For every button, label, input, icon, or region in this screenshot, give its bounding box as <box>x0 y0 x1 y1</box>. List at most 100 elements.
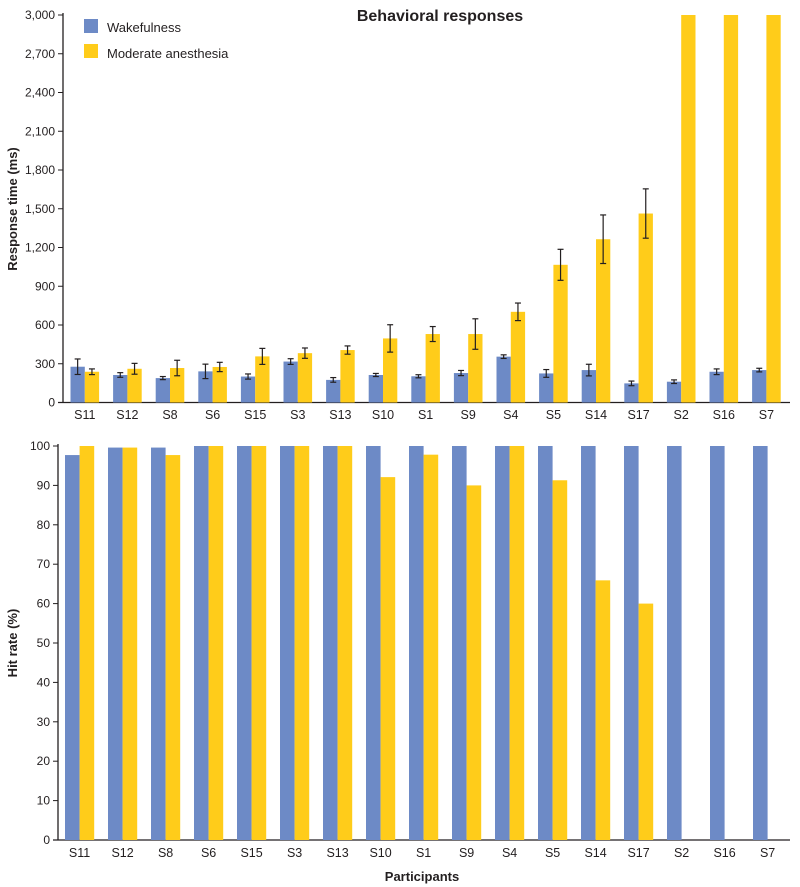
y-tick-label: 2,100 <box>25 124 55 138</box>
error-bar-s14-1 <box>600 214 607 265</box>
x-tick-label: S2 <box>674 408 689 422</box>
x-tick-label: S10 <box>372 408 394 422</box>
bar-moderate-anesthesia-s5 <box>552 480 568 840</box>
bar-moderate-anesthesia-s10 <box>383 338 398 403</box>
x-tick-label: S8 <box>158 846 173 860</box>
bar-moderate-anesthesia-s14 <box>595 580 611 840</box>
hit-rate-panel: 0 10 20 30 40 50 60 70 80 90 100 S11 S12 S8 S6 S15 S3 S13… <box>30 439 790 860</box>
bar-moderate-anesthesia-s13 <box>337 446 353 840</box>
bar-wakefulness-s12 <box>108 447 123 840</box>
x-tick-label: S11 <box>69 846 90 860</box>
legend-swatch-wakefulness <box>84 19 98 33</box>
bar-moderate-anesthesia-s9 <box>466 485 482 840</box>
legend-label-moderate-anesthesia: Moderate anesthesia <box>107 46 229 61</box>
x-tick-label: S1 <box>418 408 433 422</box>
x-tick-label: S7 <box>760 846 775 860</box>
legend: Wakefulness Moderate anesthesia <box>84 19 229 61</box>
bar-wakefulness-s15 <box>240 376 256 403</box>
y-tick-label: 2,700 <box>25 47 55 61</box>
x-tick-label: S9 <box>461 408 476 422</box>
x-tick-label: S4 <box>502 846 517 860</box>
bar-moderate-anesthesia-s4 <box>509 446 525 840</box>
error-bar-s15-0 <box>245 373 252 380</box>
y-tick-label: 70 <box>37 557 51 571</box>
bar-moderate-anesthesia-s3 <box>297 353 313 403</box>
y-tick-label: 90 <box>37 478 51 492</box>
bar-wakefulness-s17 <box>624 446 639 840</box>
bar-moderate-anesthesia-s17 <box>638 603 654 840</box>
bar-wakefulness-s3 <box>283 361 298 403</box>
bar-wakefulness-s13 <box>326 379 341 403</box>
x-tick-label: S13 <box>329 408 351 422</box>
bar-wakefulness-s17 <box>624 383 639 403</box>
error-bar-s2-0 <box>671 379 678 385</box>
x-tick-label: S9 <box>459 846 474 860</box>
x-tick-label: S16 <box>713 408 735 422</box>
legend-label-wakefulness: Wakefulness <box>107 20 181 35</box>
bar-moderate-anesthesia-s1 <box>425 334 440 403</box>
y-tick-label: 2,400 <box>25 86 55 100</box>
y-tick-label: 40 <box>37 675 51 689</box>
y-tick-label: 50 <box>37 636 51 650</box>
bar-moderate-anesthesia-s8 <box>165 455 181 840</box>
bar-wakefulness-s13 <box>323 446 338 840</box>
bar-moderate-anesthesia-s7 <box>766 15 781 403</box>
x-tick-label: S6 <box>201 846 216 860</box>
bar-wakefulness-s6 <box>194 446 209 840</box>
bar-wakefulness-s5 <box>538 446 553 840</box>
x-tick-label: S4 <box>503 408 518 422</box>
bar-moderate-anesthesia-s15 <box>255 356 270 403</box>
x-tick-label: S17 <box>627 846 649 860</box>
y-tick-label: 0 <box>43 833 50 847</box>
error-bar-s5-0 <box>543 368 550 378</box>
y-tick-label: 300 <box>35 357 55 371</box>
bar-moderate-anesthesia-s14 <box>596 239 611 403</box>
error-bar-s4-1 <box>514 302 521 322</box>
bar-wakefulness-s10 <box>366 446 381 840</box>
bar-moderate-anesthesia-s12 <box>127 368 142 403</box>
y-tick-label: 600 <box>35 318 55 332</box>
bar-wakefulness-s1 <box>409 446 424 840</box>
error-bar-s1-0 <box>415 374 422 379</box>
bar-wakefulness-s8 <box>151 447 166 840</box>
error-bar-s8-1 <box>174 359 181 377</box>
bar-moderate-anesthesia-s11 <box>79 446 95 840</box>
y-tick-label: 1,200 <box>25 241 55 255</box>
x-tick-label: S12 <box>116 408 138 422</box>
bar-moderate-anesthesia-s8 <box>170 368 185 403</box>
bar-wakefulness-s5 <box>539 373 554 403</box>
x-tick-label: S5 <box>546 408 561 422</box>
y-tick-label: 80 <box>37 518 51 532</box>
bar-wakefulness-s12 <box>113 374 128 403</box>
bar-wakefulness-s9 <box>452 446 467 840</box>
error-bar-s9-1 <box>472 318 479 350</box>
bar-wakefulness-s14 <box>581 446 596 840</box>
bar-moderate-anesthesia-s17 <box>638 213 653 403</box>
bar-wakefulness-s3 <box>280 446 295 840</box>
error-bar-s13-1 <box>344 345 351 355</box>
bar-wakefulness-s14 <box>581 370 596 403</box>
bar-moderate-anesthesia-s6 <box>208 446 224 840</box>
x-tick-label: S11 <box>74 408 95 422</box>
x-tick-label: S13 <box>326 846 348 860</box>
bar-wakefulness-s4 <box>495 446 510 840</box>
x-tick-label: S14 <box>584 846 606 860</box>
bar-moderate-anesthesia-s9 <box>468 334 483 403</box>
bar-wakefulness-s16 <box>709 371 724 403</box>
y-tick-label: 60 <box>37 597 51 611</box>
x-tick-label: S17 <box>627 408 649 422</box>
x-tick-label: S10 <box>369 846 391 860</box>
y-tick-label: 3,000 <box>25 8 55 22</box>
y-tick-label: 1,500 <box>25 202 55 216</box>
error-bar-s12-0 <box>117 372 124 378</box>
error-bar-s11-1 <box>88 368 95 376</box>
x-tick-label: S3 <box>290 408 305 422</box>
x-tick-label: S5 <box>545 846 560 860</box>
y-tick-label: 0 <box>48 396 55 410</box>
bar-wakefulness-s2 <box>666 381 682 403</box>
x-axis-title: Participants <box>385 869 459 884</box>
x-tick-label: S8 <box>162 408 177 422</box>
error-bar-s15-1 <box>259 347 266 365</box>
bar-wakefulness-s1 <box>411 376 426 403</box>
bar-wakefulness-s11 <box>65 455 80 840</box>
